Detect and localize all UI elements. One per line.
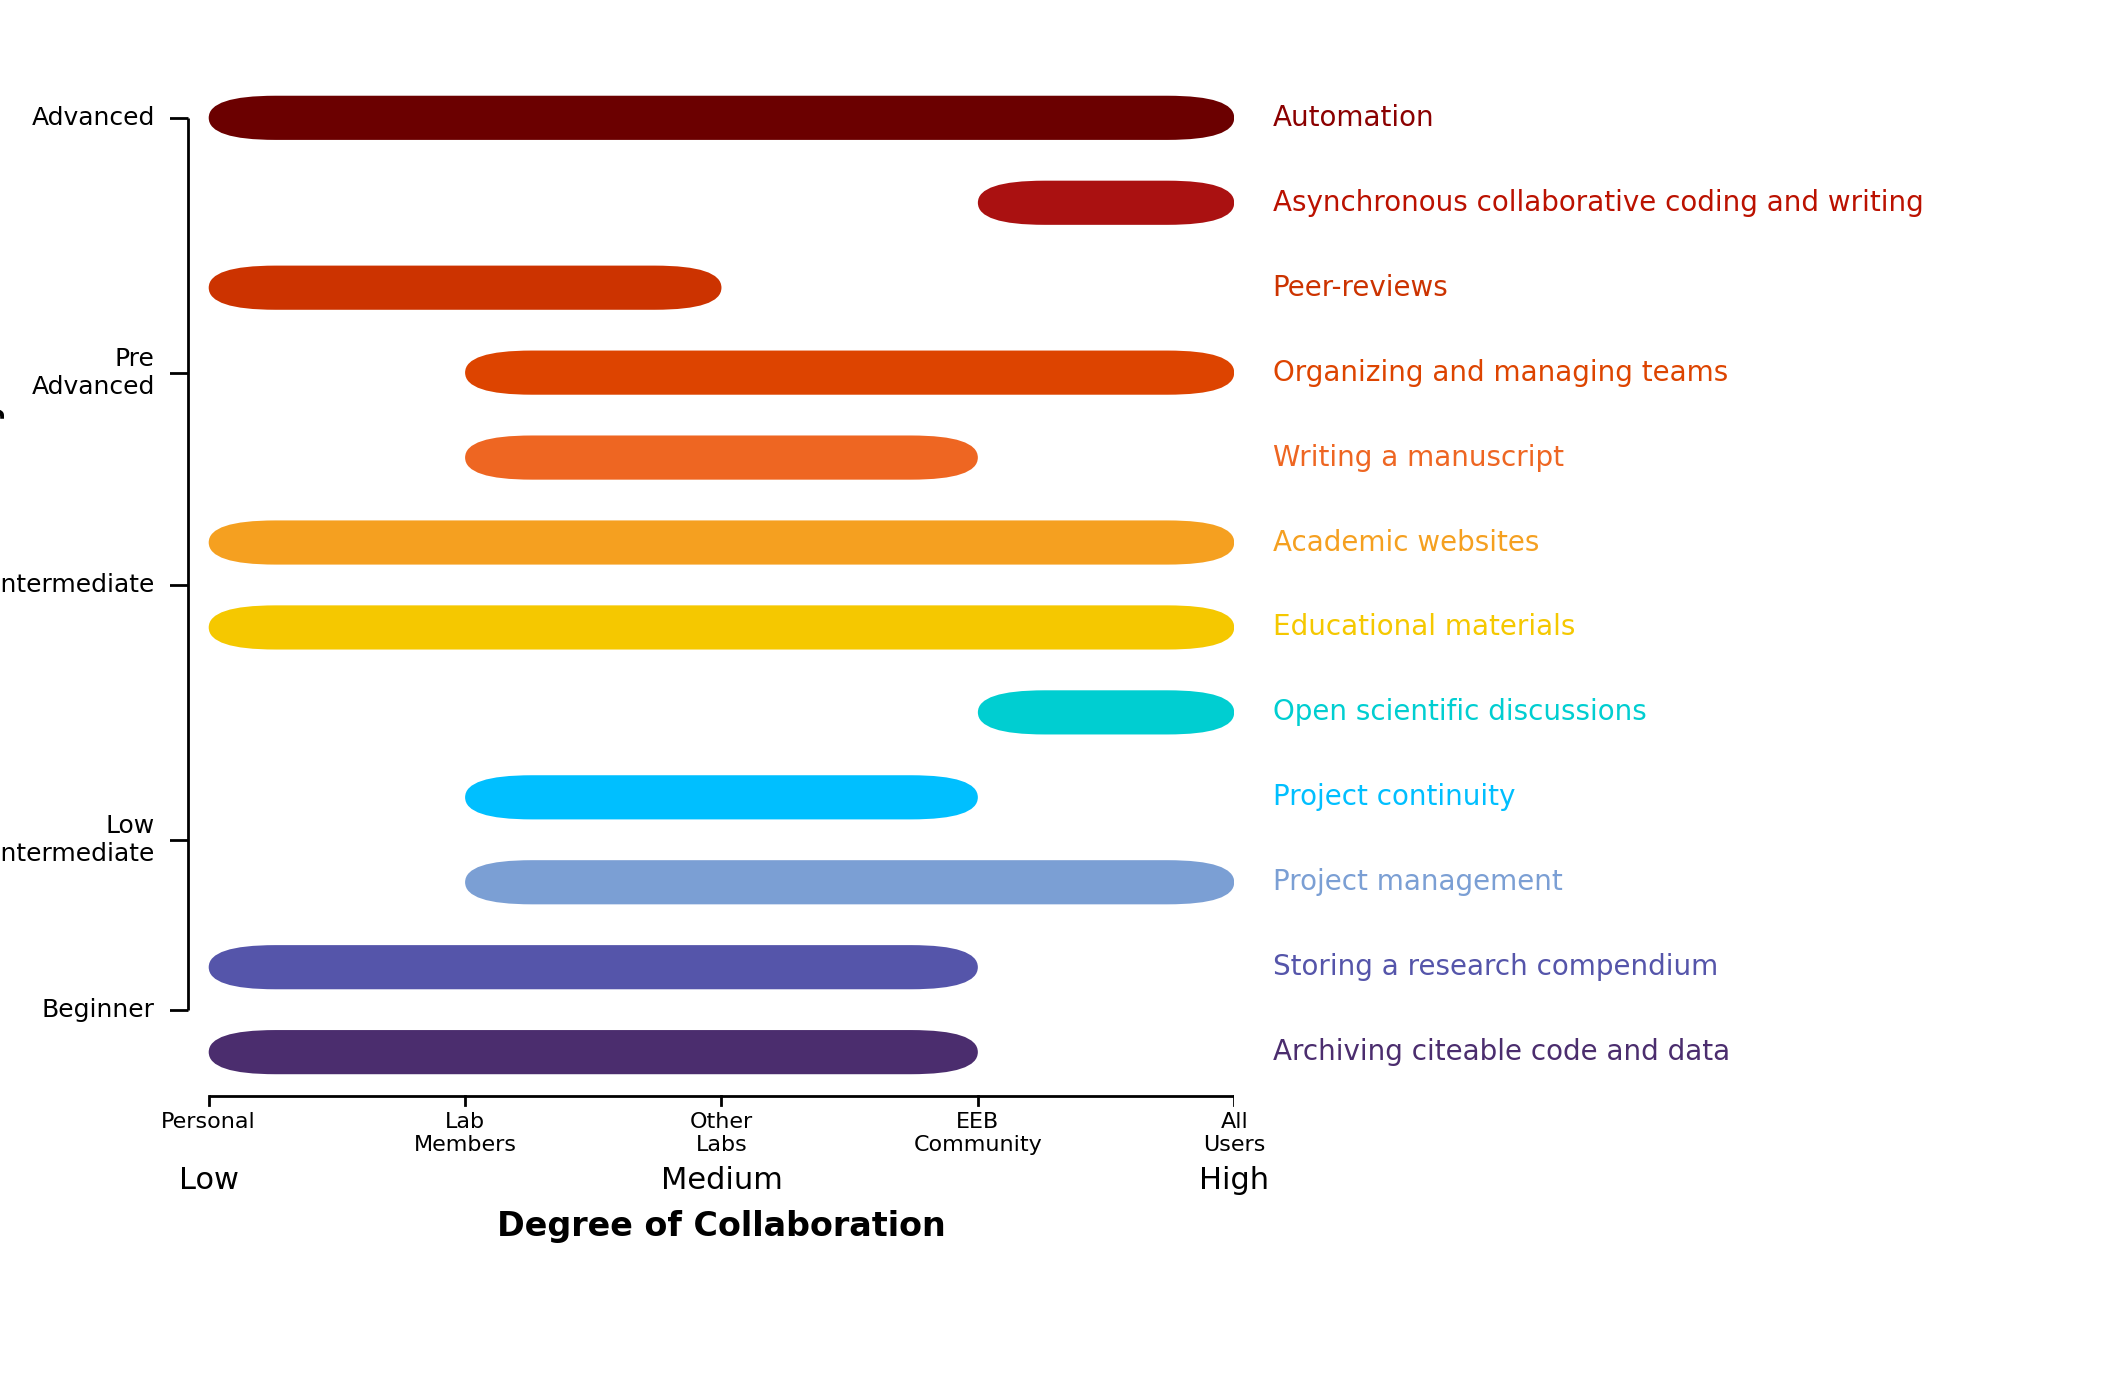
FancyBboxPatch shape [466,350,1234,394]
Text: Low
Intermediate: Low Intermediate [0,814,155,866]
Text: All
Users: All Users [1202,1111,1266,1154]
Text: Storing a research compendium: Storing a research compendium [1273,953,1717,982]
FancyBboxPatch shape [466,436,979,480]
Text: Advanced: Advanced [32,106,155,130]
Text: Other
Labs: Other Labs [689,1111,753,1154]
Text: Organizing and managing teams: Organizing and managing teams [1273,359,1728,386]
Text: Intermediate: Intermediate [0,574,155,597]
FancyBboxPatch shape [979,181,1234,225]
Text: Peer-reviews: Peer-reviews [1273,273,1449,302]
FancyBboxPatch shape [209,1030,979,1074]
FancyBboxPatch shape [979,691,1234,735]
FancyBboxPatch shape [466,775,979,819]
Text: Medium: Medium [660,1167,783,1196]
FancyBboxPatch shape [466,860,1234,905]
FancyBboxPatch shape [209,945,979,989]
FancyBboxPatch shape [209,95,1234,139]
FancyBboxPatch shape [209,266,721,310]
Text: Lab
Members: Lab Members [413,1111,517,1154]
Text: Asynchronous collaborative coding and writing: Asynchronous collaborative coding and wr… [1273,189,1924,217]
Text: Automation: Automation [1273,103,1434,132]
Text: Low: Low [179,1167,238,1196]
Text: High: High [1200,1167,1268,1196]
Text: Degree of Collaboration: Degree of Collaboration [498,1211,945,1242]
Text: Personal: Personal [162,1111,255,1132]
Text: Project management: Project management [1273,869,1562,896]
Text: Beginner: Beginner [43,997,155,1022]
Text: Open scientific discussions: Open scientific discussions [1273,698,1647,727]
Text: Technical Difficulty: Technical Difficulty [0,401,4,727]
FancyBboxPatch shape [209,605,1234,650]
Text: Educational materials: Educational materials [1273,614,1575,641]
Text: Archiving citeable code and data: Archiving citeable code and data [1273,1038,1730,1066]
Text: Academic websites: Academic websites [1273,528,1539,557]
Text: Writing a manuscript: Writing a manuscript [1273,444,1564,472]
FancyBboxPatch shape [209,520,1234,564]
Text: Pre
Advanced: Pre Advanced [32,346,155,399]
Text: EEB
Community: EEB Community [913,1111,1043,1154]
Text: Project continuity: Project continuity [1273,783,1515,811]
